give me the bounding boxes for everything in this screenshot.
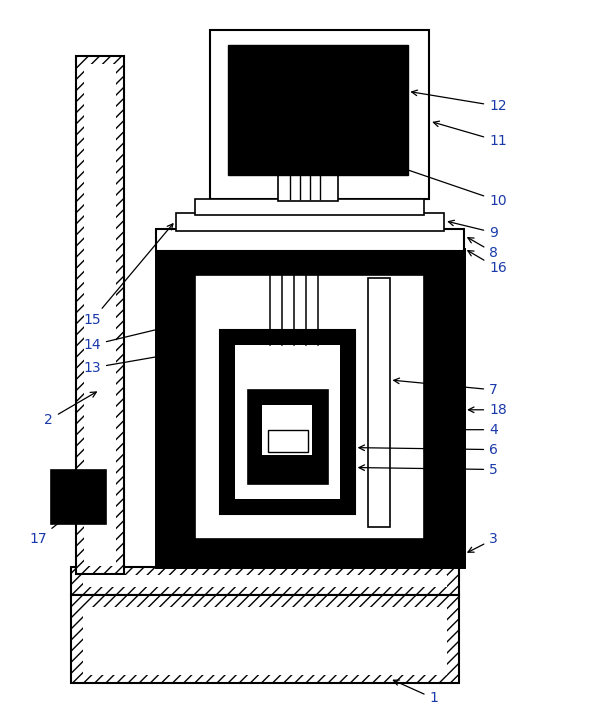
- Bar: [210, 30, 429, 199]
- Bar: [156, 248, 464, 567]
- Text: 11: 11: [434, 121, 507, 148]
- Bar: [220, 331, 355, 514]
- Bar: [278, 82, 338, 201]
- Bar: [71, 595, 459, 683]
- Bar: [340, 331, 355, 514]
- Bar: [268, 430, 308, 451]
- Bar: [83, 607, 448, 675]
- Bar: [176, 213, 445, 231]
- Bar: [83, 597, 448, 676]
- Bar: [76, 57, 124, 574]
- Bar: [228, 45, 408, 175]
- Text: 15: 15: [83, 223, 173, 327]
- Text: 4: 4: [434, 423, 498, 437]
- Bar: [176, 261, 445, 275]
- Bar: [71, 567, 459, 595]
- Text: 12: 12: [412, 90, 507, 113]
- Text: 18: 18: [469, 403, 507, 417]
- Bar: [196, 275, 425, 539]
- Bar: [156, 248, 464, 567]
- Text: 16: 16: [468, 250, 507, 275]
- Bar: [176, 261, 445, 554]
- Bar: [51, 470, 106, 524]
- Bar: [220, 499, 355, 514]
- Text: 9: 9: [448, 221, 498, 240]
- Text: 14: 14: [83, 320, 191, 352]
- Bar: [196, 199, 425, 215]
- Text: 17: 17: [29, 512, 72, 546]
- Text: 1: 1: [393, 680, 439, 705]
- Bar: [176, 261, 196, 554]
- Bar: [262, 405, 312, 454]
- Bar: [248, 390, 328, 484]
- Text: 13: 13: [83, 349, 191, 375]
- Bar: [425, 261, 445, 554]
- Bar: [176, 539, 445, 554]
- Bar: [156, 248, 464, 270]
- Bar: [84, 64, 116, 566]
- Bar: [429, 248, 464, 567]
- Text: 3: 3: [468, 532, 498, 553]
- Bar: [156, 229, 464, 250]
- Bar: [220, 331, 355, 345]
- Text: 8: 8: [468, 237, 498, 259]
- Bar: [83, 575, 448, 587]
- Text: 6: 6: [359, 443, 498, 456]
- Text: 5: 5: [359, 462, 498, 477]
- Bar: [236, 345, 340, 499]
- Text: 7: 7: [394, 378, 498, 397]
- Bar: [190, 270, 429, 532]
- Bar: [368, 278, 390, 527]
- Bar: [156, 248, 190, 567]
- Bar: [220, 331, 236, 514]
- Text: 2: 2: [45, 392, 96, 427]
- Bar: [156, 532, 464, 567]
- Text: 10: 10: [342, 146, 507, 207]
